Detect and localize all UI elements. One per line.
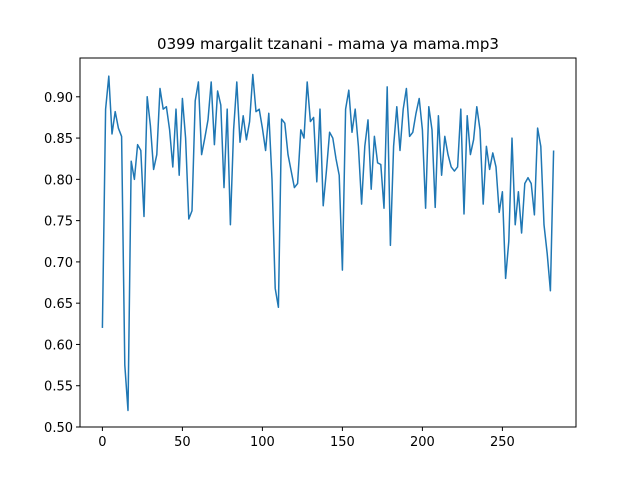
y-tick-label: 0.70	[44, 256, 73, 271]
x-tick-label: 50	[174, 435, 191, 450]
y-tick-label: 0.90	[44, 91, 73, 106]
axes-frame	[79, 57, 577, 428]
x-tick-label: 150	[330, 435, 355, 450]
y-tick-label: 0.50	[44, 421, 73, 436]
x-tick-label: 200	[410, 435, 435, 450]
data-line	[101, 73, 555, 412]
x-tick-label: 0	[98, 435, 106, 450]
y-tick-label: 0.75	[44, 215, 73, 230]
x-tick-label: 250	[490, 435, 515, 450]
y-tick-label: 0.55	[44, 380, 73, 395]
chart-title: 0399 margalit tzanani - mama ya mama.mp3	[157, 35, 499, 53]
y-tick-label: 0.80	[44, 173, 73, 188]
x-tick-label: 100	[250, 435, 275, 450]
y-tick-label: 0.60	[44, 338, 73, 353]
y-tick-label: 0.85	[44, 132, 73, 147]
y-tick-label: 0.65	[44, 297, 73, 312]
